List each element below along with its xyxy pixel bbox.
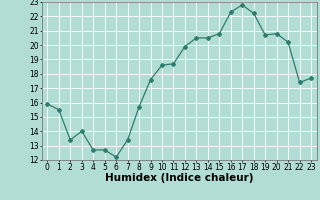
X-axis label: Humidex (Indice chaleur): Humidex (Indice chaleur) (105, 173, 253, 183)
